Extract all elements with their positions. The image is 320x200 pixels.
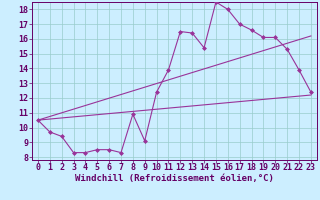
X-axis label: Windchill (Refroidissement éolien,°C): Windchill (Refroidissement éolien,°C) [75, 174, 274, 183]
